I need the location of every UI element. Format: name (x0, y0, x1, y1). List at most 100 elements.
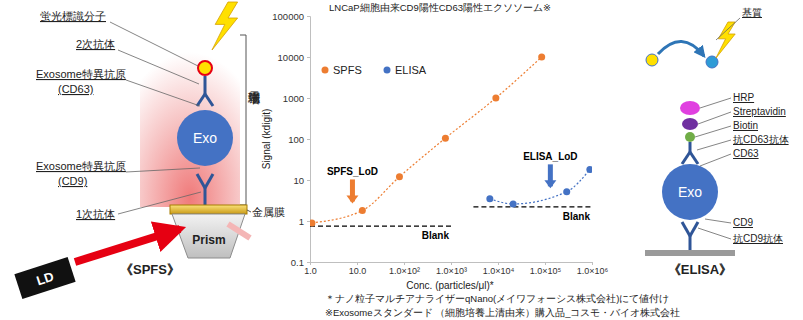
legend-label: ELISA (395, 64, 427, 76)
tick: 1000 (283, 93, 310, 104)
data-point (538, 54, 545, 61)
lightning (716, 22, 735, 58)
laser-label: LD (35, 269, 56, 289)
leader-line (126, 80, 200, 106)
plot-area (310, 54, 592, 227)
y-axis-line (307, 17, 311, 263)
tick-label: 1 (299, 216, 304, 227)
tick: 1.0×10⁴ (483, 262, 515, 276)
lod-label: ELISA_LoD (523, 151, 577, 162)
blank-label: Blank (422, 230, 450, 241)
biotin (685, 132, 695, 142)
label: (CD63) (58, 83, 93, 95)
tick-mark (307, 180, 310, 181)
antibody (205, 174, 213, 188)
tick-label: 10 (293, 175, 304, 186)
data-point (510, 200, 517, 207)
leader-line (698, 228, 731, 239)
tick: 10.0 (349, 262, 367, 276)
antibody (197, 174, 205, 188)
exosome-label: Exo (193, 130, 217, 146)
tick: 1 (299, 216, 310, 227)
tick-mark (404, 262, 405, 265)
field-label: 増強電場 (248, 91, 261, 105)
figure: 増強電場ExoPrism金属膜LD《SPFS》蛍光標識分子2次抗体Exosome… (0, 0, 803, 320)
antibody (689, 142, 692, 152)
antibody (204, 188, 207, 205)
tick: 1.0×10³ (436, 262, 467, 276)
label: 1次抗体 (76, 208, 115, 220)
antibody (689, 236, 692, 250)
lightning (212, 2, 238, 50)
leader-line (700, 154, 731, 166)
tick: 10000 (278, 52, 310, 63)
tick-mark (307, 221, 310, 222)
reaction-arrow (658, 41, 704, 56)
tick-mark (592, 262, 593, 265)
diagram-title: 《SPFS》 (120, 262, 180, 277)
tick-mark (307, 139, 310, 140)
chart: LNCaP細胞由来CD9陽性CD63陽性エクソソーム※1.010.01.0×10… (261, 2, 680, 318)
y-axis: 0.1 1 10 100 1000 10000 100000 (272, 11, 310, 268)
prism-label: Prism (192, 233, 225, 247)
tick-label: 1.0 (304, 266, 317, 276)
label: (CD9) (58, 175, 87, 187)
tick: 1.0 (304, 262, 317, 276)
tick: 10 (293, 175, 310, 186)
label: 基質 (742, 7, 762, 18)
label: CD63 (733, 148, 759, 159)
antibody (682, 222, 690, 236)
tick-label: 0.1 (291, 257, 304, 268)
tick-label: 1000 (283, 93, 304, 104)
label: Streptavidin (733, 106, 786, 117)
tick-mark (307, 98, 310, 99)
label: HRP (733, 92, 754, 103)
label: Exosome特異抗原 (36, 160, 126, 172)
leader-line (118, 50, 199, 84)
fluor (198, 61, 212, 75)
tick: 1.0×10² (389, 262, 420, 276)
blank-label: Blank (563, 211, 591, 222)
spfs-diagram: 増強電場ExoPrism金属膜LD《SPFS》蛍光標識分子2次抗体Exosome… (14, 2, 285, 299)
laser (75, 229, 180, 262)
tick-label: 1.0×10⁴ (483, 266, 515, 276)
x-axis-line (311, 263, 593, 266)
leader-line (697, 140, 731, 150)
tick: 1.0×10⁶ (577, 262, 609, 276)
exosome (177, 110, 233, 166)
tick-label: 10000 (278, 52, 304, 63)
legend-marker (322, 67, 329, 74)
tick-label: 100000 (272, 11, 304, 22)
series-line (490, 170, 590, 204)
label: 2次抗体 (76, 38, 115, 50)
antibody (204, 76, 207, 94)
page: 増強電場ExoPrism金属膜LD《SPFS》蛍光標識分子2次抗体Exosome… (0, 0, 803, 320)
lod-label: SPFS_LoD (327, 166, 378, 177)
antibody (690, 152, 698, 164)
antibody (682, 152, 690, 164)
prism (172, 214, 245, 258)
tick-label: 100 (288, 134, 304, 145)
tick-mark (307, 57, 310, 58)
label: CD9 (733, 217, 753, 228)
tick-mark (357, 262, 358, 265)
elisa-diagram: Exo基質HRPStreptavidinBiotin抗CD63抗体CD63CD9… (645, 7, 789, 277)
antibody (205, 94, 213, 106)
leader-line (698, 112, 731, 124)
tick-mark (451, 262, 452, 265)
film-label: 金属膜 (252, 206, 285, 218)
diagram-title: 《ELISA》 (668, 262, 732, 277)
data-point (396, 173, 403, 180)
label: 抗CD9抗体 (733, 233, 783, 244)
leader-line (126, 168, 200, 172)
leader-line (110, 22, 198, 66)
series-line (312, 57, 542, 223)
tick-label: 1.0×10³ (436, 266, 467, 276)
tick: 100000 (272, 11, 310, 22)
streptavidin (682, 118, 698, 130)
laser-box (14, 257, 75, 299)
tick-mark (307, 16, 310, 17)
antibody (197, 94, 205, 106)
tick-label: 1.0×10⁶ (577, 266, 609, 276)
data-point (359, 207, 366, 214)
